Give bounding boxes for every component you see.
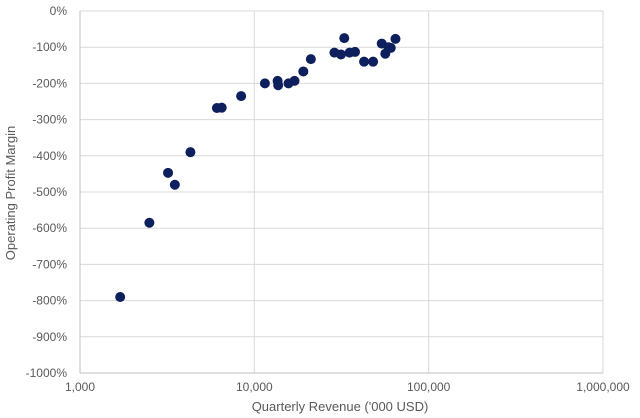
- axes: 0% -100% -200% -300% -400% -500% -600% -700% -80…: [26, 4, 630, 394]
- y-tick-label: -500%: [32, 185, 67, 199]
- data-point: [335, 49, 346, 60]
- y-tick-label: -400%: [32, 149, 67, 163]
- y-tick-label: -300%: [32, 113, 67, 127]
- y-tick-label: -800%: [32, 294, 67, 308]
- data-point: [185, 147, 196, 158]
- data-point: [236, 91, 247, 102]
- gridlines: [80, 10, 604, 373]
- y-axis-title: Operating Profit Margin: [3, 126, 18, 260]
- data-point: [339, 33, 350, 44]
- y-tick-label: -700%: [32, 257, 67, 271]
- data-point: [350, 46, 361, 57]
- data-point: [359, 56, 370, 67]
- data-point: [390, 33, 401, 44]
- data-point: [298, 66, 309, 77]
- data-point: [385, 42, 396, 53]
- data-point: [289, 75, 300, 86]
- data-point: [169, 179, 180, 190]
- x-tick-label: 10,000: [236, 380, 273, 394]
- y-tick-label: -600%: [32, 221, 67, 235]
- data-point: [115, 291, 126, 302]
- x-tick-label: 100,000: [407, 380, 451, 394]
- data-point: [216, 102, 227, 113]
- y-tick-label: -1000%: [26, 366, 68, 380]
- x-axis-title: Quarterly Revenue ('000 USD): [252, 399, 429, 414]
- data-point: [368, 56, 379, 67]
- data-point: [259, 78, 270, 89]
- data-points: [115, 33, 401, 302]
- y-tick-label: -100%: [32, 40, 67, 54]
- data-point: [144, 217, 155, 228]
- x-tick-label: 1,000,000: [576, 380, 630, 394]
- x-tick-label: 1,000: [65, 380, 95, 394]
- y-tick-label: -200%: [32, 76, 67, 90]
- data-point: [163, 167, 174, 178]
- y-tick-label: -900%: [32, 330, 67, 344]
- data-point: [273, 80, 284, 91]
- y-tick-label: 0%: [50, 4, 68, 18]
- data-point: [305, 54, 316, 65]
